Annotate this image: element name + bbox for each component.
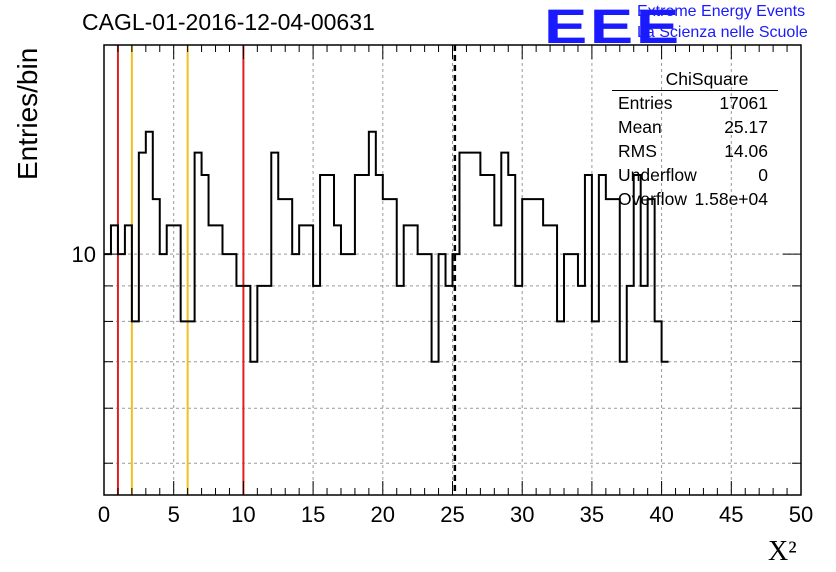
x-tick-label: 40 — [649, 502, 673, 527]
stats-row-entries: Entries 17061 — [612, 91, 778, 115]
x-tick-label: 45 — [719, 502, 743, 527]
stats-key: Overflow — [618, 189, 688, 209]
org-subtitle: La Scienza nelle Scuole — [637, 24, 808, 41]
stats-value: 1.58e+04 — [694, 189, 768, 209]
reference-lines — [116, 45, 457, 495]
stats-value: 14.06 — [724, 141, 768, 161]
x-tick-label: 10 — [231, 502, 255, 527]
y-tick-label: 10 — [72, 242, 96, 267]
stats-row-underflow: Underflow 0 — [612, 163, 778, 187]
stats-key: RMS — [618, 141, 657, 161]
y-axis-label: Entries/bin — [12, 47, 43, 180]
y-tick-labels: 10 — [72, 242, 96, 267]
org-name: Extreme Energy Events — [637, 3, 806, 20]
x-tick-label: 30 — [510, 502, 534, 527]
x-tick-label: 35 — [580, 502, 604, 527]
histogram-series — [104, 130, 669, 363]
stats-box: ChiSquare Entries 17061 Mean 25.17 RMS 1… — [612, 68, 778, 211]
stats-row-overflow: Overflow 1.58e+04 — [612, 187, 778, 211]
stats-key: Entries — [618, 93, 673, 113]
axis-ticks — [103, 44, 802, 495]
x-tick-label: 15 — [301, 502, 325, 527]
stats-row-mean: Mean 25.17 — [612, 115, 778, 139]
eee-logo: EEE — [544, 1, 682, 54]
stats-value: 0 — [758, 165, 768, 185]
stats-key: Underflow — [618, 165, 697, 185]
x-tick-labels: 0 5 10 15 20 25 30 35 40 45 50 — [98, 502, 813, 527]
stats-value: 17061 — [719, 93, 768, 113]
x-tick-label: 5 — [168, 502, 180, 527]
chart-title: CAGL-01-2016-12-04-00631 — [82, 9, 375, 35]
stats-row-rms: RMS 14.06 — [612, 139, 778, 163]
stats-value: 25.17 — [724, 117, 768, 137]
histogram-line — [104, 130, 669, 363]
x-tick-label: 0 — [98, 502, 110, 527]
stats-title: ChiSquare — [612, 68, 778, 91]
stats-key: Mean — [618, 117, 662, 137]
x-axis-label: X² — [768, 536, 797, 567]
x-tick-label: 50 — [789, 502, 813, 527]
x-tick-label: 25 — [440, 502, 464, 527]
x-tick-label: 20 — [371, 502, 395, 527]
